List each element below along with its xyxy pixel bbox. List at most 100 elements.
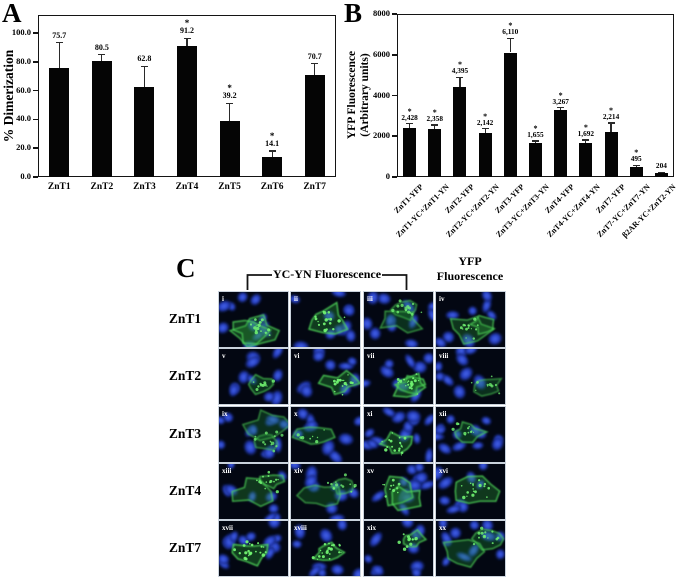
error-bar-line [101,54,103,62]
error-bar-cap [98,54,106,56]
significance-asterisk: * [432,108,437,118]
micrograph-znt1-ii: ii [291,292,361,347]
bar [134,86,155,177]
bracket [246,274,408,290]
error-bar-line [484,128,486,134]
svg-text:xi: xi [367,410,373,418]
bar-value-label: 2,142 [476,117,494,127]
y-tick-mark [392,53,397,56]
y-tick-label: 4000 [373,89,390,100]
error-bar-line [610,122,612,132]
bar-value-label: 91.2 [180,26,194,36]
bar [49,67,70,177]
significance-asterisk: * [269,130,275,141]
error-bar-line [534,141,537,144]
micrograph-znt7-xx: xx [436,521,506,577]
y-tick-mark [392,94,397,97]
row-label-znt1: ZnT1 [168,311,202,326]
svg-text:ix: ix [222,410,228,418]
yfp-header-line1: YFP [458,254,482,268]
bar [177,45,197,177]
error-bar-line [408,123,411,128]
error-bar-line [560,107,562,111]
significance-asterisk: * [508,21,513,31]
error-bar-cap [226,102,234,104]
svg-text:vi: vi [294,352,300,360]
x-tick-label: ZnT5 [218,182,241,192]
bar-value-label: 1,655 [527,130,544,140]
bar [579,142,593,177]
svg-text:xii: xii [439,410,446,418]
error-bar-cap [55,42,63,44]
micrograph-znt4-xiii: xiii [219,463,288,519]
significance-asterisk: * [609,105,614,115]
x-tick-label: ZnT1 [47,182,71,192]
bar-value-label: 70.7 [307,51,322,61]
y-tick-mark [33,176,38,178]
y-tick-label: 2000 [373,130,390,141]
svg-text:xx: xx [439,524,447,532]
row-label-znt7: ZnT7 [168,540,202,556]
y-tick-mark [33,32,38,34]
error-bar-line [186,38,188,46]
y-axis-title: % Dimerization [1,50,17,143]
y-tick-label: 60.0 [16,84,31,95]
svg-text:xv: xv [367,467,375,475]
error-bar-cap [632,164,640,167]
micrograph-znt1-i: i [219,292,288,347]
bar [529,143,542,177]
bar-value-label: 39.2 [222,91,237,101]
significance-asterisk: * [558,90,563,100]
bar [453,87,467,177]
svg-text:x: x [294,410,298,418]
error-bar-line [509,38,511,53]
svg-text:i: i [222,295,224,303]
y-tick-mark [33,118,38,121]
bar-value-label: 495 [630,154,642,164]
micrograph-znt1-iv: iv [436,292,506,347]
micrograph-znt2-v: v [219,349,288,405]
error-bar-cap [506,37,514,39]
row-label-znt4: ZnT4 [168,482,202,498]
panel-a-letter: A [2,0,22,28]
x-tick-label: ZnT4 [175,182,199,192]
bar-value-label: 80.5 [94,42,109,52]
bar-value-label: 204 [655,161,667,171]
y-tick-label: 100.0 [11,27,31,37]
micrograph-znt4-xvi: xvi [436,463,506,519]
bar-value-label: 62.8 [137,54,152,64]
svg-text:xiv: xiv [294,467,303,475]
error-bar-cap [268,150,276,152]
significance-asterisk: * [184,18,190,29]
y-tick-mark [33,147,38,149]
micrograph-znt3-xii: xii [436,406,506,462]
yc-yn-fluorescence-header: YC-YN Fluorescence [272,267,382,281]
x-tick-label: ZnT6 [260,182,284,192]
row-label-znt3: ZnT3 [168,425,202,441]
bar-value-label: 2,428 [401,112,418,122]
significance-asterisk: * [634,148,639,158]
micrograph-znt1-iii: iii [363,292,433,347]
bar [428,128,442,177]
error-bar-line [228,103,231,121]
svg-text:xix: xix [367,524,376,532]
bar [604,131,618,177]
bar-value-label: 75.7 [52,30,67,40]
y-tick-mark [33,89,38,92]
significance-asterisk: * [583,123,588,133]
error-bar-line [58,42,60,68]
y-axis-title-line: (Arbitrary units) [359,53,371,137]
bar-value-label: 3,267 [552,96,569,106]
error-bar-cap [311,63,319,65]
error-bar-line [271,150,273,157]
micrograph-znt7-xvii: xvii [219,521,288,577]
error-bar-cap [481,128,489,130]
row-label-znt2: ZnT2 [168,368,202,384]
micrograph-znt4-xiv: xiv [291,463,361,519]
micrograph-znt4-xv: xv [363,463,433,519]
error-bar-line [635,165,637,167]
error-bar-cap [532,140,539,142]
micrograph-znt2-vii: vii [363,349,433,405]
y-tick-label: 0 [385,171,390,181]
svg-text:v: v [222,352,226,360]
